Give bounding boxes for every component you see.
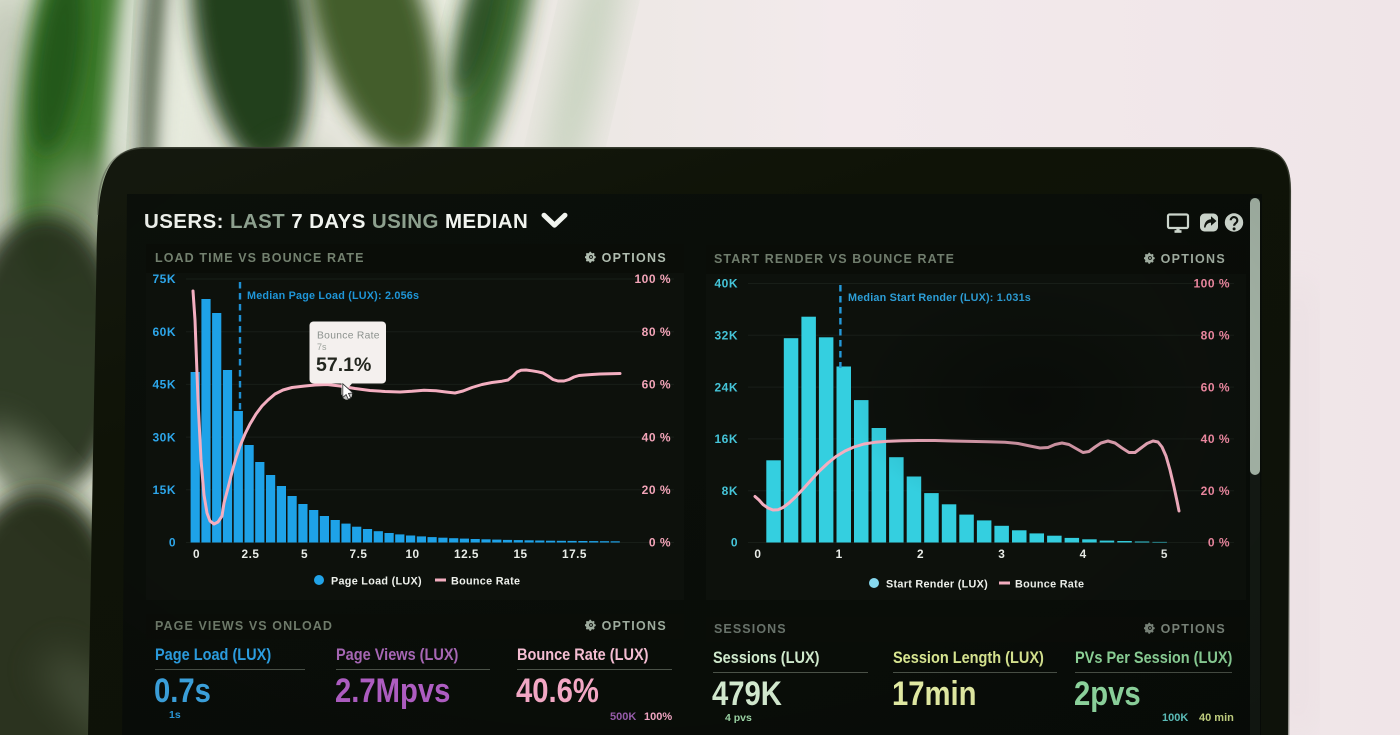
svg-text:100 %: 100 % (634, 272, 671, 286)
svg-text:7s: 7s (317, 342, 327, 352)
svg-text:75K: 75K (152, 272, 176, 286)
svg-text:32K: 32K (714, 329, 738, 343)
svg-text:20 %: 20 % (1201, 484, 1230, 498)
svg-text:3: 3 (998, 547, 1005, 561)
svg-text:45K: 45K (152, 378, 176, 392)
svg-text:60 %: 60 % (1201, 380, 1230, 394)
svg-text:16K: 16K (714, 432, 738, 446)
svg-text:0: 0 (754, 547, 761, 561)
svg-text:4: 4 (1080, 547, 1087, 561)
svg-text:17.5: 17.5 (562, 547, 587, 561)
svg-text:8K: 8K (722, 484, 738, 498)
svg-text:40 %: 40 % (1201, 432, 1230, 446)
svg-text:100 %: 100 % (1193, 277, 1230, 291)
svg-text:Bounce Rate: Bounce Rate (317, 331, 380, 342)
svg-text:80 %: 80 % (642, 325, 671, 339)
svg-text:Median Start Render (LUX): 1.0: Median Start Render (LUX): 1.031s (848, 292, 1031, 304)
svg-text:57.1%: 57.1% (316, 354, 371, 376)
svg-text:1: 1 (836, 547, 843, 561)
svg-text:0: 0 (169, 536, 176, 550)
svg-text:5: 5 (1161, 547, 1168, 561)
svg-text:Bounce Rate: Bounce Rate (451, 575, 520, 587)
svg-text:80 %: 80 % (1201, 329, 1230, 343)
svg-text:20 %: 20 % (642, 483, 671, 497)
svg-text:40K: 40K (714, 277, 738, 291)
svg-text:10: 10 (405, 547, 419, 561)
svg-text:0: 0 (731, 536, 738, 550)
svg-text:60K: 60K (152, 325, 176, 339)
svg-text:0 %: 0 % (649, 536, 671, 550)
svg-text:Page Load (LUX): Page Load (LUX) (331, 575, 422, 587)
svg-text:Median Page Load (LUX): 2.056s: Median Page Load (LUX): 2.056s (247, 290, 419, 302)
svg-text:0 %: 0 % (1208, 536, 1230, 550)
svg-text:15: 15 (513, 547, 527, 561)
svg-text:0: 0 (193, 547, 200, 561)
svg-text:15K: 15K (152, 483, 176, 497)
svg-text:5: 5 (301, 547, 308, 561)
svg-text:40 %: 40 % (642, 430, 671, 444)
svg-text:7.5: 7.5 (350, 547, 368, 561)
svg-text:Start Render (LUX): Start Render (LUX) (886, 578, 988, 590)
svg-text:60 %: 60 % (642, 378, 671, 392)
svg-text:2: 2 (917, 547, 924, 561)
svg-text:12.5: 12.5 (454, 547, 479, 561)
svg-text:Bounce Rate: Bounce Rate (1015, 578, 1084, 590)
svg-text:2.5: 2.5 (242, 547, 260, 561)
svg-text:24K: 24K (714, 380, 738, 394)
svg-text:30K: 30K (152, 430, 176, 444)
